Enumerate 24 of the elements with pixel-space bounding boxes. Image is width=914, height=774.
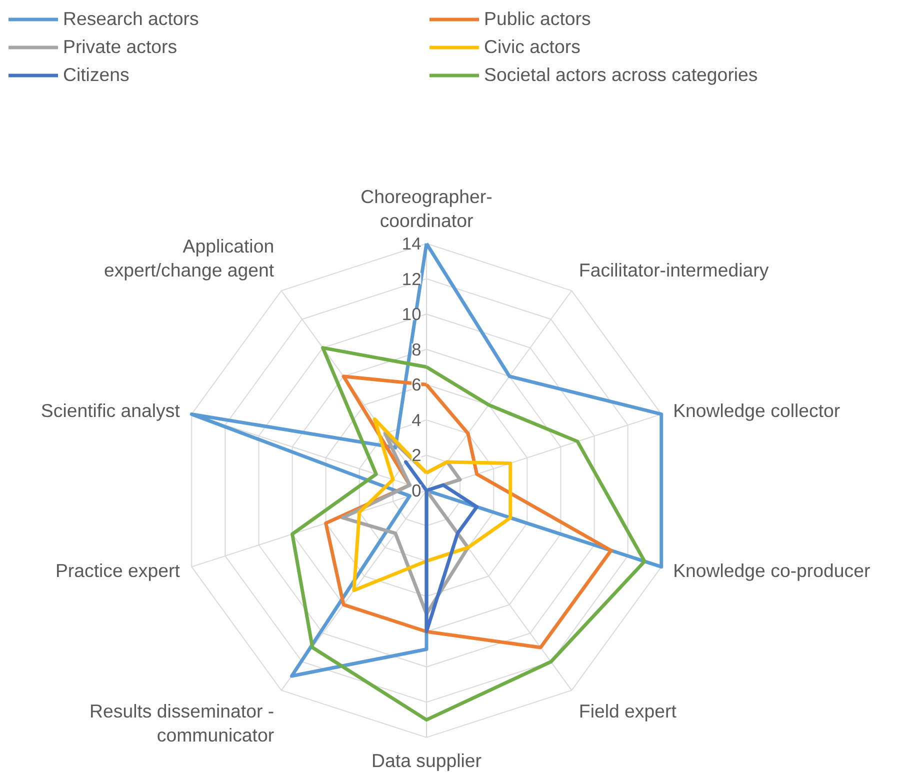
y-tick-label: 6: [412, 374, 422, 395]
spoke-label: Practice expert: [55, 560, 181, 582]
legend-label: Societal actors across categories: [484, 64, 759, 86]
y-tick-label: 12: [402, 268, 422, 289]
y-tick-label: 4: [412, 410, 422, 430]
legend-label: Citizens: [63, 64, 130, 86]
spoke-label: Knowledge collector: [673, 400, 840, 421]
legend-label: Public actors: [484, 8, 592, 30]
legend-label: Civic actors: [484, 36, 582, 58]
spoke-label: Data supplier: [372, 750, 482, 771]
y-tick-label: 10: [402, 304, 422, 324]
y-tick-label: 2: [412, 445, 422, 466]
spoke-label: Choreographer- coordinator: [360, 186, 492, 232]
spoke-label: Field expert: [578, 700, 678, 722]
spoke-label: Application expert/change agent: [104, 236, 275, 281]
y-tick-label: 0: [412, 480, 422, 500]
spoke-label: Scientific analyst: [40, 400, 181, 421]
legend-label: Research actors: [63, 8, 200, 30]
y-tick-label: 8: [412, 339, 422, 360]
y-tick-label: 14: [402, 234, 422, 254]
spoke-label: Facilitator-intermediary: [578, 260, 770, 281]
legend-label: Private actors: [63, 36, 178, 58]
spoke-label: Knowledge co-producer: [673, 560, 870, 582]
spoke-label: Results disseminator - communicator: [90, 700, 274, 746]
